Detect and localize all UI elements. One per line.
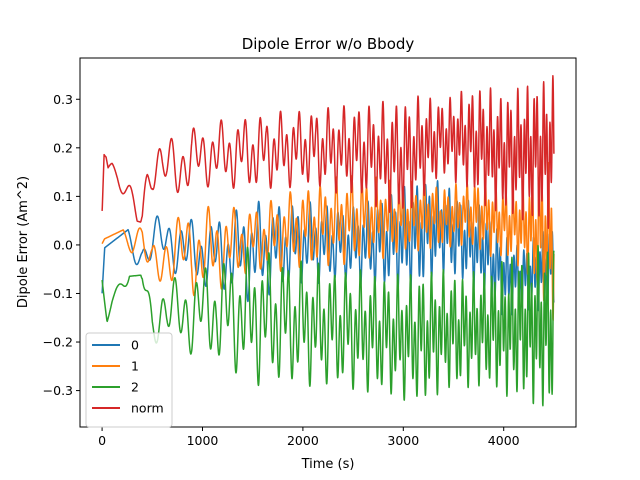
series-line-norm — [101, 75, 555, 229]
x-tick-label: 3000 — [387, 433, 419, 448]
x-tick-label: 4000 — [488, 433, 520, 448]
y-tick-label: 0.0 — [53, 237, 73, 252]
y-tick-label: 0.3 — [53, 92, 73, 107]
y-tick-label: −0.2 — [43, 335, 73, 350]
y-axis-label: Dipole Error (Am^2) — [16, 176, 31, 308]
x-axis-label: Time (s) — [301, 457, 355, 472]
legend-label-2: 2 — [131, 380, 139, 395]
legend-label-norm: norm — [131, 401, 164, 416]
legend-box — [85, 332, 173, 428]
chart-title: Dipole Error w/o Bbody — [242, 35, 415, 53]
x-tick-label: 2000 — [287, 433, 319, 448]
legend-label-1: 1 — [131, 359, 139, 374]
axis-ticks: 0 1000 2000 3000 4000 −0.3 −0.2 −0.1 0.0 0.1 0.2 0.… — [43, 92, 520, 448]
legend-label-0: 0 — [131, 338, 139, 353]
y-tick-label: 0.1 — [53, 189, 73, 204]
plot-area — [101, 75, 555, 407]
axes-frame — [79, 57, 577, 428]
x-tick-label: 1000 — [187, 433, 219, 448]
y-tick-label: −0.1 — [43, 286, 73, 301]
series-line-1 — [101, 162, 555, 321]
series-line-2 — [101, 244, 555, 407]
y-tick-label: −0.3 — [43, 383, 73, 398]
y-tick-label: 0.2 — [53, 140, 73, 155]
x-tick-label: 0 — [98, 433, 106, 448]
legend: 0 1 2 norm — [85, 332, 173, 428]
